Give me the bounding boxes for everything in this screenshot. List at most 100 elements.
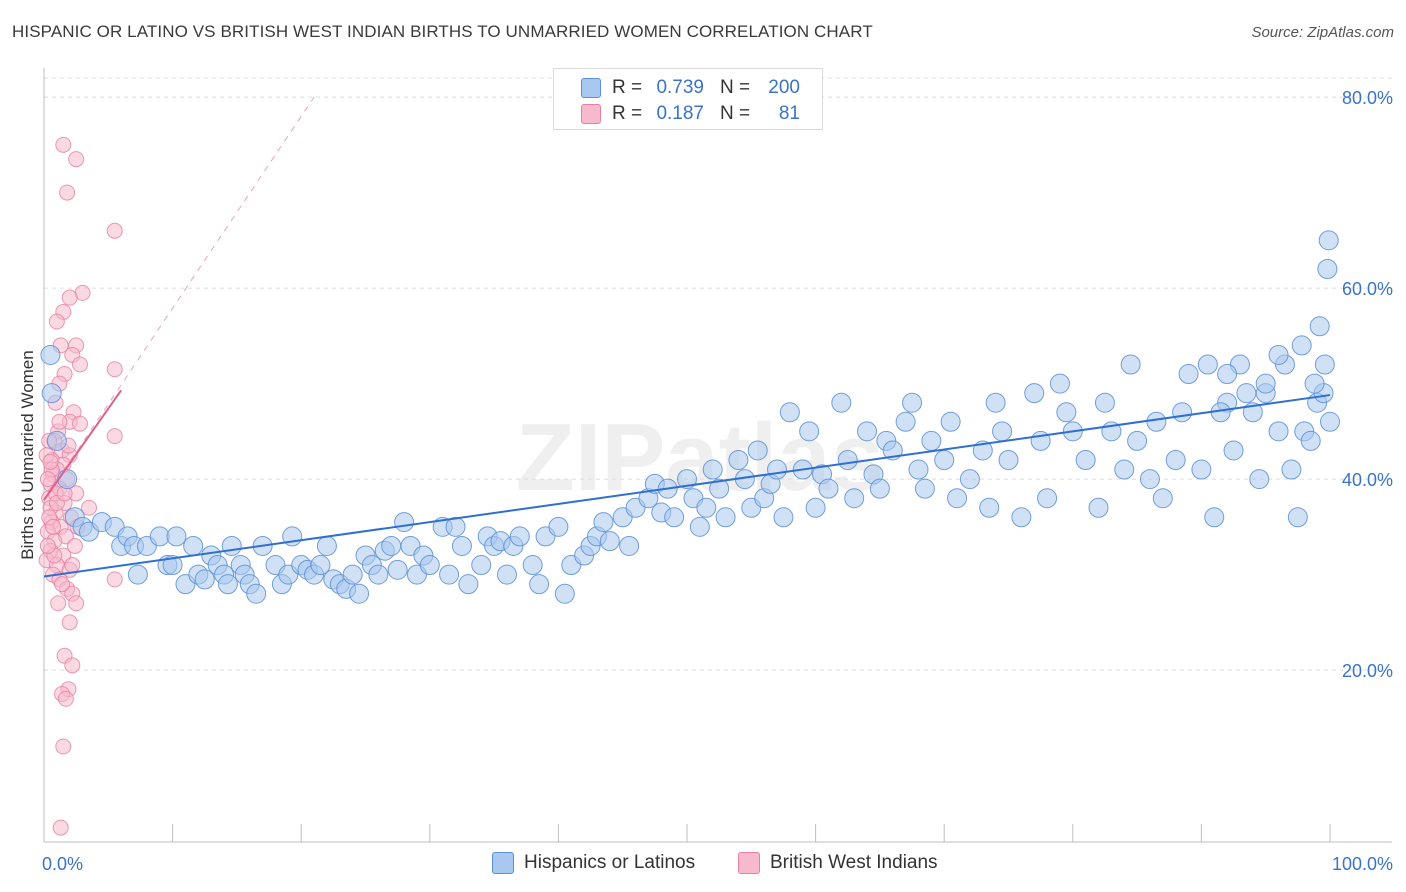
data-point-british-west-indians xyxy=(54,576,71,593)
x-tick-labels: 0.0% 100.0% xyxy=(42,854,1393,874)
data-point-hispanics-or-latinos xyxy=(217,574,238,595)
data-point-hispanics-or-latinos xyxy=(619,535,640,556)
data-point-british-west-indians xyxy=(57,690,74,707)
x-tick-label: 100.0% xyxy=(1332,854,1393,874)
data-point-hispanics-or-latinos xyxy=(767,459,788,480)
data-point-hispanics-or-latinos xyxy=(246,583,267,604)
data-point-hispanics-or-latinos xyxy=(1114,459,1135,480)
data-point-hispanics-or-latinos xyxy=(805,497,826,518)
data-point-hispanics-or-latinos xyxy=(1127,430,1148,451)
data-point-hispanics-or-latinos xyxy=(715,507,736,528)
data-point-hispanics-or-latinos xyxy=(458,574,479,595)
data-point-hispanics-or-latinos xyxy=(1291,335,1312,356)
data-point-hispanics-or-latinos xyxy=(689,516,710,537)
data-point-hispanics-or-latinos xyxy=(992,421,1013,442)
data-point-hispanics-or-latinos xyxy=(1049,373,1070,394)
data-point-hispanics-or-latinos xyxy=(1011,507,1032,528)
data-point-hispanics-or-latinos xyxy=(1056,402,1077,423)
data-point-british-west-indians xyxy=(72,356,89,373)
data-point-hispanics-or-latinos xyxy=(895,411,916,432)
data-point-british-west-indians xyxy=(64,557,81,574)
data-point-hispanics-or-latinos xyxy=(316,535,337,556)
data-point-hispanics-or-latinos xyxy=(394,512,415,533)
data-point-hispanics-or-latinos xyxy=(522,555,543,576)
data-point-hispanics-or-latinos xyxy=(194,569,215,590)
legend-r-value: 0.739 xyxy=(656,77,704,98)
data-point-hispanics-or-latinos xyxy=(677,469,697,490)
data-point-hispanics-or-latinos xyxy=(1318,230,1339,251)
data-point-british-west-indians xyxy=(52,819,69,836)
data-point-british-west-indians xyxy=(81,499,98,516)
data-point-hispanics-or-latinos xyxy=(349,583,370,604)
legend-row-hispanics: R = 0.739 N = 200 xyxy=(554,75,824,101)
legend-r-label: R = xyxy=(612,77,643,98)
data-point-hispanics-or-latinos xyxy=(869,478,890,499)
y-tick-labels: 20.0% 40.0% 60.0% 80.0% xyxy=(1342,88,1393,681)
data-point-hispanics-or-latinos xyxy=(1268,344,1289,365)
data-point-hispanics-or-latinos xyxy=(162,555,183,576)
data-point-hispanics-or-latinos xyxy=(599,531,620,552)
data-point-hispanics-or-latinos xyxy=(1178,364,1199,385)
data-point-british-west-indians xyxy=(64,657,81,674)
data-point-hispanics-or-latinos xyxy=(419,555,440,576)
data-point-hispanics-or-latinos xyxy=(837,450,858,470)
legend-swatch-pink xyxy=(581,104,601,124)
data-point-hispanics-or-latinos xyxy=(908,459,929,480)
data-point-british-west-indians xyxy=(39,471,56,488)
data-point-hispanics-or-latinos xyxy=(57,469,78,490)
data-point-hispanics-or-latinos xyxy=(1191,459,1212,480)
legend-swatch-pink xyxy=(738,852,760,874)
data-point-british-west-indians xyxy=(59,184,76,201)
data-point-british-west-indians xyxy=(68,595,85,612)
data-point-hispanics-or-latinos xyxy=(1172,402,1193,423)
legend-swatch-blue xyxy=(492,852,514,874)
data-point-hispanics-or-latinos xyxy=(934,450,955,470)
data-point-british-west-indians xyxy=(51,413,68,430)
data-point-hispanics-or-latinos xyxy=(387,559,408,580)
data-point-hispanics-or-latinos xyxy=(998,450,1019,470)
legend-r-label: R = xyxy=(612,103,643,124)
x-tick-label: 0.0% xyxy=(42,854,83,874)
data-point-hispanics-or-latinos xyxy=(451,535,472,556)
y-tick-label: 40.0% xyxy=(1342,470,1393,490)
data-point-hispanics-or-latinos xyxy=(1320,411,1340,432)
data-point-hispanics-or-latinos xyxy=(46,430,67,451)
data-point-hispanics-or-latinos xyxy=(773,507,794,528)
data-point-british-west-indians xyxy=(55,136,72,153)
data-point-hispanics-or-latinos xyxy=(1204,507,1225,528)
data-point-hispanics-or-latinos xyxy=(1217,364,1238,385)
data-point-hispanics-or-latinos xyxy=(747,440,768,461)
data-point-hispanics-or-latinos xyxy=(1094,392,1115,413)
data-point-hispanics-or-latinos xyxy=(831,392,852,413)
data-point-hispanics-or-latinos xyxy=(1287,507,1308,528)
bottom-legend-hispanics: Hispanics or Latinos xyxy=(492,852,695,874)
data-point-hispanics-or-latinos xyxy=(857,421,878,442)
data-point-hispanics-or-latinos xyxy=(979,497,1000,518)
legend-r-value: 0.187 xyxy=(656,103,704,124)
data-point-british-west-indians xyxy=(106,361,123,378)
data-point-hispanics-or-latinos xyxy=(381,535,402,556)
bottom-legend-label: Hispanics or Latinos xyxy=(524,852,696,873)
data-point-hispanics-or-latinos xyxy=(127,564,148,585)
data-point-hispanics-or-latinos xyxy=(1304,373,1325,394)
legend-n-value: 200 xyxy=(768,77,800,98)
data-point-british-west-indians xyxy=(39,537,56,554)
data-point-british-west-indians xyxy=(45,518,62,535)
data-point-british-west-indians xyxy=(68,151,85,168)
data-point-hispanics-or-latinos xyxy=(1268,421,1289,442)
data-point-hispanics-or-latinos xyxy=(40,344,61,365)
data-point-hispanics-or-latinos xyxy=(166,526,187,547)
data-point-hispanics-or-latinos xyxy=(985,392,1006,413)
data-point-hispanics-or-latinos xyxy=(149,526,170,547)
data-point-hispanics-or-latinos xyxy=(1075,450,1096,470)
trend-line-british-west-indians xyxy=(43,389,122,501)
data-point-hispanics-or-latinos xyxy=(183,535,204,556)
data-point-hispanics-or-latinos xyxy=(799,421,820,442)
data-point-hispanics-or-latinos xyxy=(664,507,685,528)
data-point-hispanics-or-latinos xyxy=(1165,450,1186,470)
data-point-hispanics-or-latinos xyxy=(1152,488,1173,509)
data-point-hispanics-or-latinos xyxy=(844,488,865,509)
data-point-hispanics-or-latinos xyxy=(818,478,839,499)
bottom-legend-label: British West Indians xyxy=(770,852,938,873)
